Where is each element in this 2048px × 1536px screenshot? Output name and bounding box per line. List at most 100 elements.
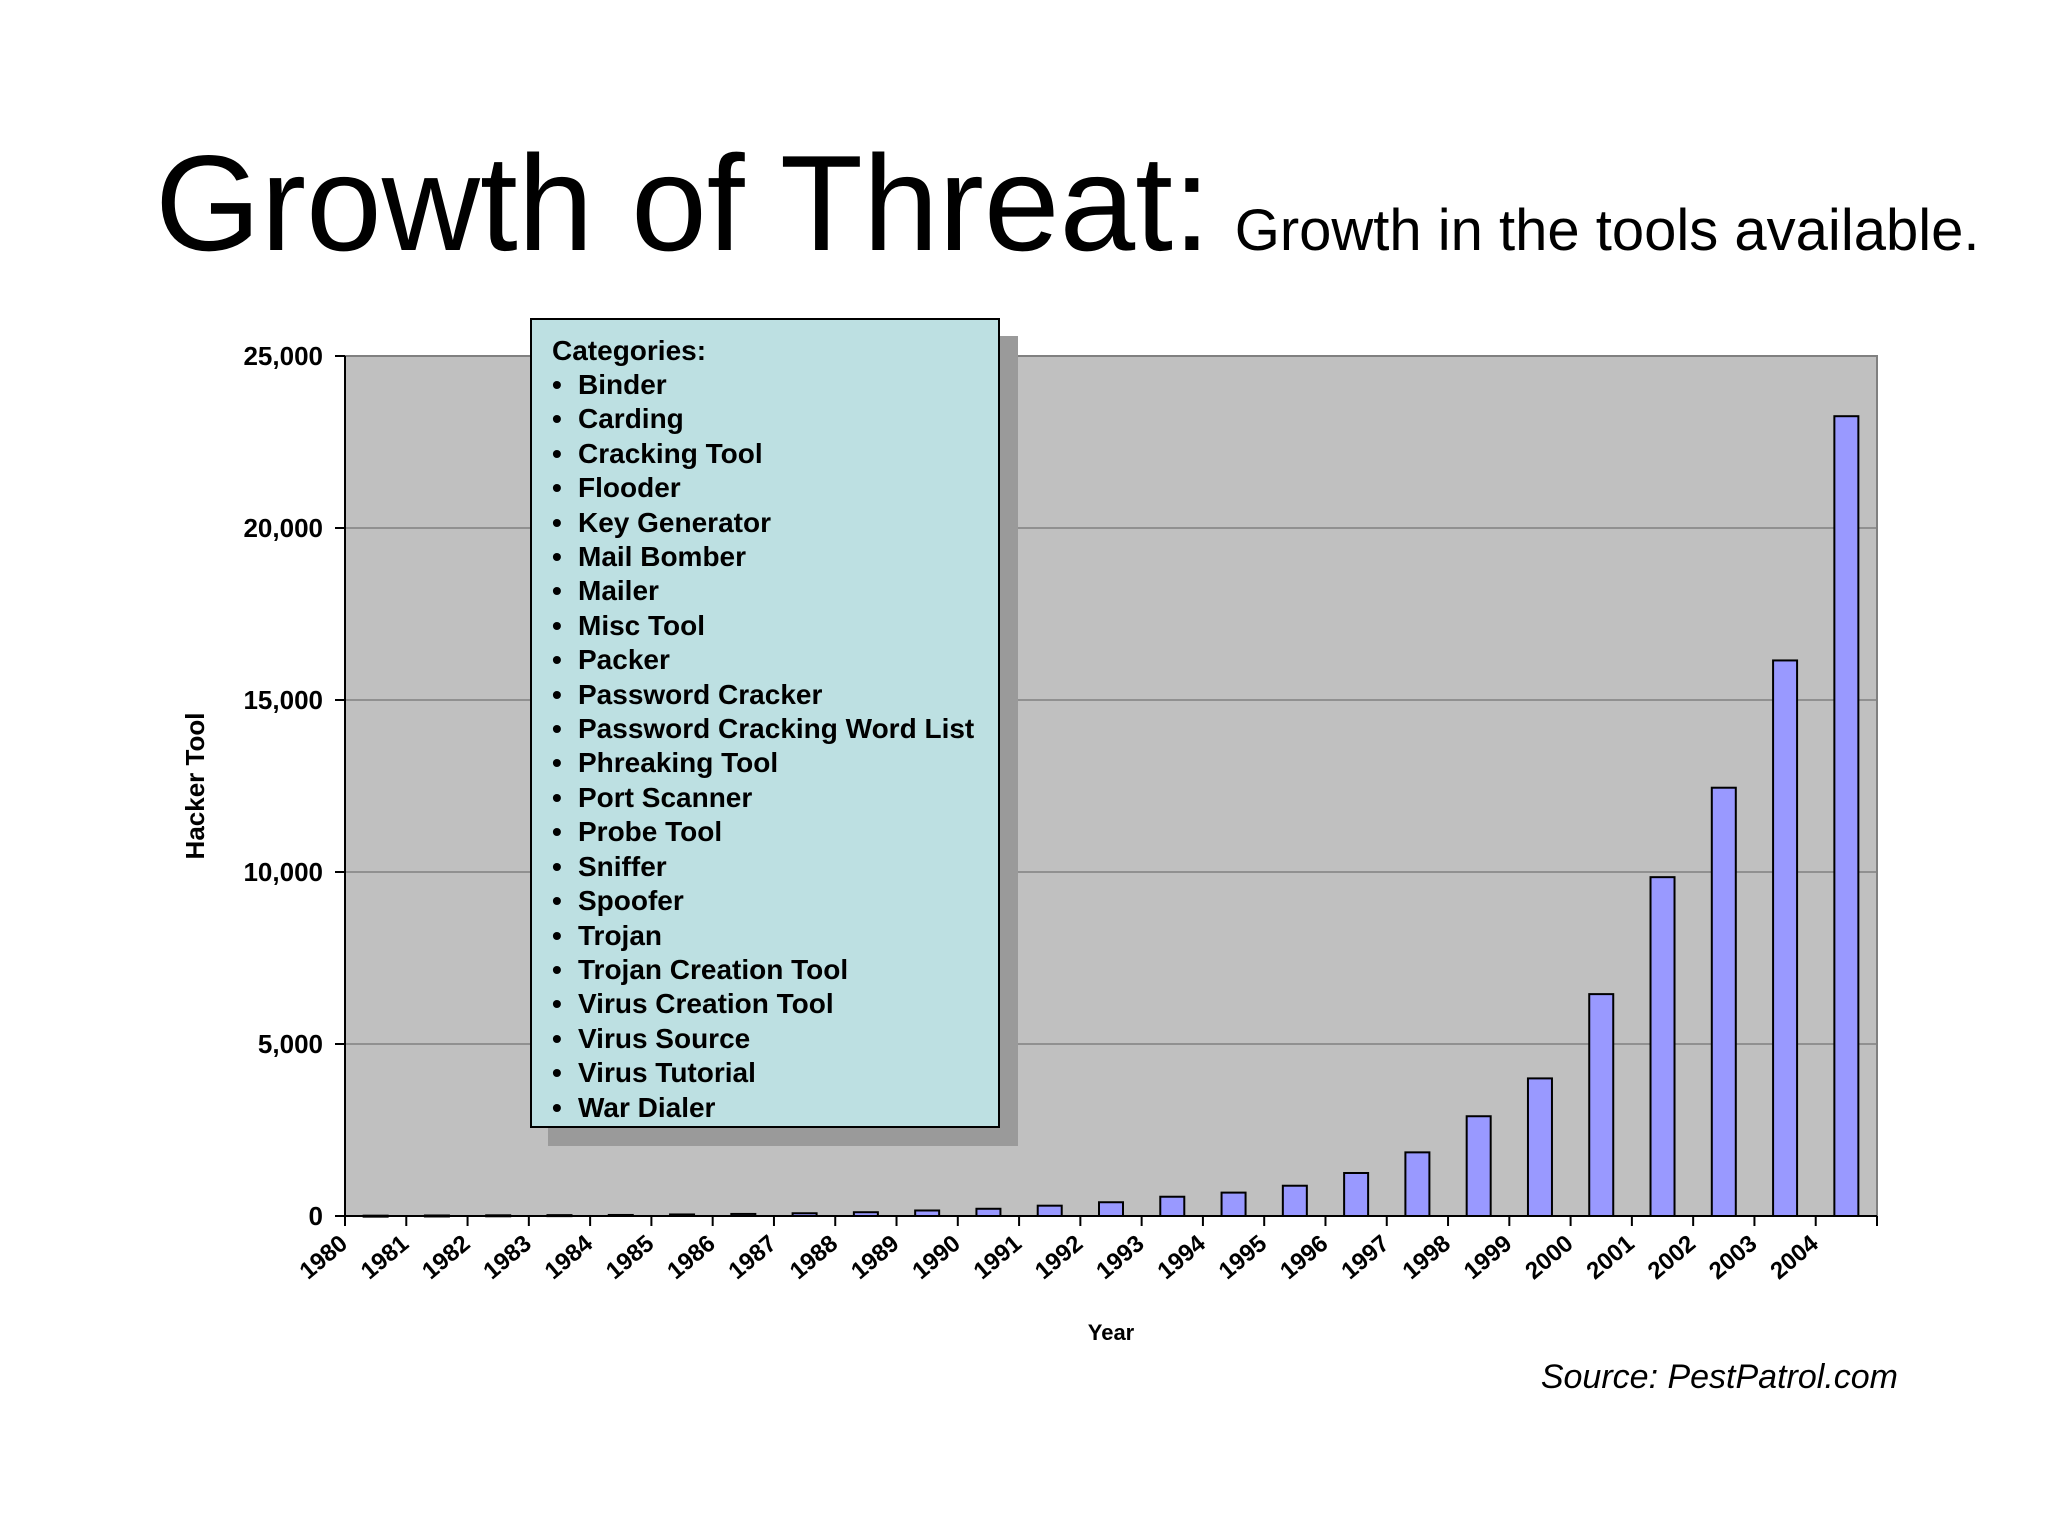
legend-item-label: Binder <box>578 369 667 400</box>
y-axis-label: Hacker Tool <box>180 713 210 860</box>
bar-2003 <box>1772 659 1799 1217</box>
bullet-icon: • <box>552 781 562 813</box>
x-tick-label: 1990 <box>907 1230 965 1285</box>
bullet-icon: • <box>552 1057 562 1089</box>
legend-item: • Virus Creation Tool <box>552 987 998 1021</box>
bullet-icon: • <box>552 541 562 573</box>
bullet-icon: • <box>552 609 562 641</box>
legend-item-label: Port Scanner <box>578 781 753 813</box>
bullet-icon: • <box>552 885 562 917</box>
x-tick-label: 1988 <box>785 1230 843 1285</box>
legend-item: • Virus Tutorial <box>552 1056 998 1090</box>
bullet-icon: • <box>552 1091 562 1123</box>
bar-1996 <box>1343 1172 1370 1217</box>
slide-title: Growth of Threat: <box>155 127 1211 279</box>
bullet-icon: • <box>552 575 562 607</box>
slide-subtitle: Growth in the tools available. <box>1234 198 1980 263</box>
legend-item-label: Misc Tool <box>578 609 706 641</box>
y-tick-label: 15,000 <box>243 685 323 715</box>
x-tick-label: 1998 <box>1398 1230 1456 1285</box>
legend-item: • Mail Bomber <box>552 540 998 574</box>
x-tick-label: 1980 <box>295 1230 353 1285</box>
bullet-icon: • <box>552 506 562 538</box>
x-tick-label: 1981 <box>356 1230 414 1285</box>
legend-item-label: War Dialer <box>578 1091 716 1123</box>
bullet-icon: • <box>552 472 562 504</box>
bullet-icon: • <box>552 919 562 951</box>
legend-item: • Phreaking Tool <box>552 746 998 780</box>
x-tick-label: 1989 <box>846 1230 904 1285</box>
legend-item: • Carding <box>552 402 998 436</box>
x-tick-label: 1982 <box>417 1230 475 1285</box>
legend-item: • Virus Source <box>552 1022 998 1056</box>
legend-title: Categories: <box>552 335 707 366</box>
x-tick-label: 1983 <box>478 1230 536 1285</box>
legend-item: • Flooder <box>552 471 998 505</box>
x-tick-label: 1984 <box>540 1229 599 1284</box>
legend-item: • Misc Tool <box>552 609 998 643</box>
x-tick-label: 1996 <box>1275 1230 1333 1285</box>
x-tick-label: 1994 <box>1153 1229 1212 1284</box>
legend-item-label: Password Cracker <box>578 678 823 710</box>
x-tick-label: 2000 <box>1520 1230 1578 1285</box>
bullet-icon: • <box>552 816 562 848</box>
bar-1993 <box>1159 1195 1186 1217</box>
x-tick-label: 1991 <box>969 1230 1027 1285</box>
bullet-icon: • <box>552 403 562 435</box>
legend-item: • Mailer <box>552 574 998 608</box>
legend-item-label: Packer <box>578 644 670 676</box>
legend-list: • Binder • Carding • Cracking Tool • Flooder • Ke… <box>552 368 998 1125</box>
bullet-icon: • <box>552 747 562 779</box>
bar-2004 <box>1833 415 1860 1217</box>
bar-1994 <box>1220 1191 1247 1218</box>
legend-item: • Trojan Creation Tool <box>552 953 998 987</box>
bullet-icon: • <box>552 953 562 985</box>
legend-item-label: Spoofer <box>578 885 684 917</box>
legend-item-label: Flooder <box>578 472 681 504</box>
legend-item: • Trojan <box>552 919 998 953</box>
x-tick-label: 1993 <box>1091 1230 1149 1285</box>
bar-1997 <box>1404 1151 1431 1217</box>
y-tick-label: 5,000 <box>258 1029 323 1059</box>
bar-1990 <box>975 1207 1002 1218</box>
bar-1995 <box>1281 1184 1308 1218</box>
legend-item-label: Key Generator <box>578 506 771 538</box>
x-tick-label: 1992 <box>1030 1230 1088 1285</box>
bar-2002 <box>1710 786 1737 1217</box>
x-tick-label: 1999 <box>1459 1230 1517 1285</box>
bar-1991 <box>1036 1204 1063 1218</box>
y-ticks: 0 5,000 10,000 15,000 20,000 25,000 <box>243 341 345 1231</box>
legend-item-label: Carding <box>578 403 684 435</box>
y-tick-label: 20,000 <box>243 513 323 543</box>
bullet-icon: • <box>552 437 562 469</box>
legend-item-label: Virus Source <box>578 1022 751 1054</box>
slide-title-group: Growth of Threat: Growth in the tools ava… <box>155 125 1979 281</box>
x-axis-label: Year <box>1088 1320 1135 1345</box>
x-tick-label: 2002 <box>1643 1230 1701 1285</box>
x-tick-label: 1986 <box>662 1230 720 1285</box>
categories-legend: Categories: • Binder • Carding • Cracking Too… <box>530 318 1000 1128</box>
legend-item-label: Password Cracking Word List <box>578 713 975 745</box>
legend-item: • War Dialer <box>552 1091 998 1125</box>
bar-2000 <box>1588 993 1615 1217</box>
legend-item-label: Sniffer <box>578 850 667 882</box>
bar-1998 <box>1465 1115 1492 1217</box>
bullet-icon: • <box>552 713 562 745</box>
legend-item: • Cracking Tool <box>552 437 998 471</box>
x-tick-label: 1987 <box>724 1230 782 1285</box>
legend-item: • Password Cracking Word List <box>552 712 998 746</box>
x-tick-label: 2001 <box>1581 1230 1639 1285</box>
x-tick-label: 2003 <box>1704 1230 1762 1285</box>
legend-item: • Sniffer <box>552 850 998 884</box>
legend-item-label: Virus Creation Tool <box>578 988 834 1020</box>
legend-item-label: Phreaking Tool <box>578 747 779 779</box>
y-tick-label: 10,000 <box>243 857 323 887</box>
x-tick-label: 1985 <box>601 1230 659 1285</box>
legend-item: • Password Cracker <box>552 678 998 712</box>
legend-item-label: Trojan <box>578 919 663 951</box>
y-tick-label: 0 <box>309 1201 323 1231</box>
bullet-icon: • <box>552 1022 562 1054</box>
source-citation: Source: PestPatrol.com <box>1540 1358 1898 1396</box>
legend-item: • Probe Tool <box>552 815 998 849</box>
